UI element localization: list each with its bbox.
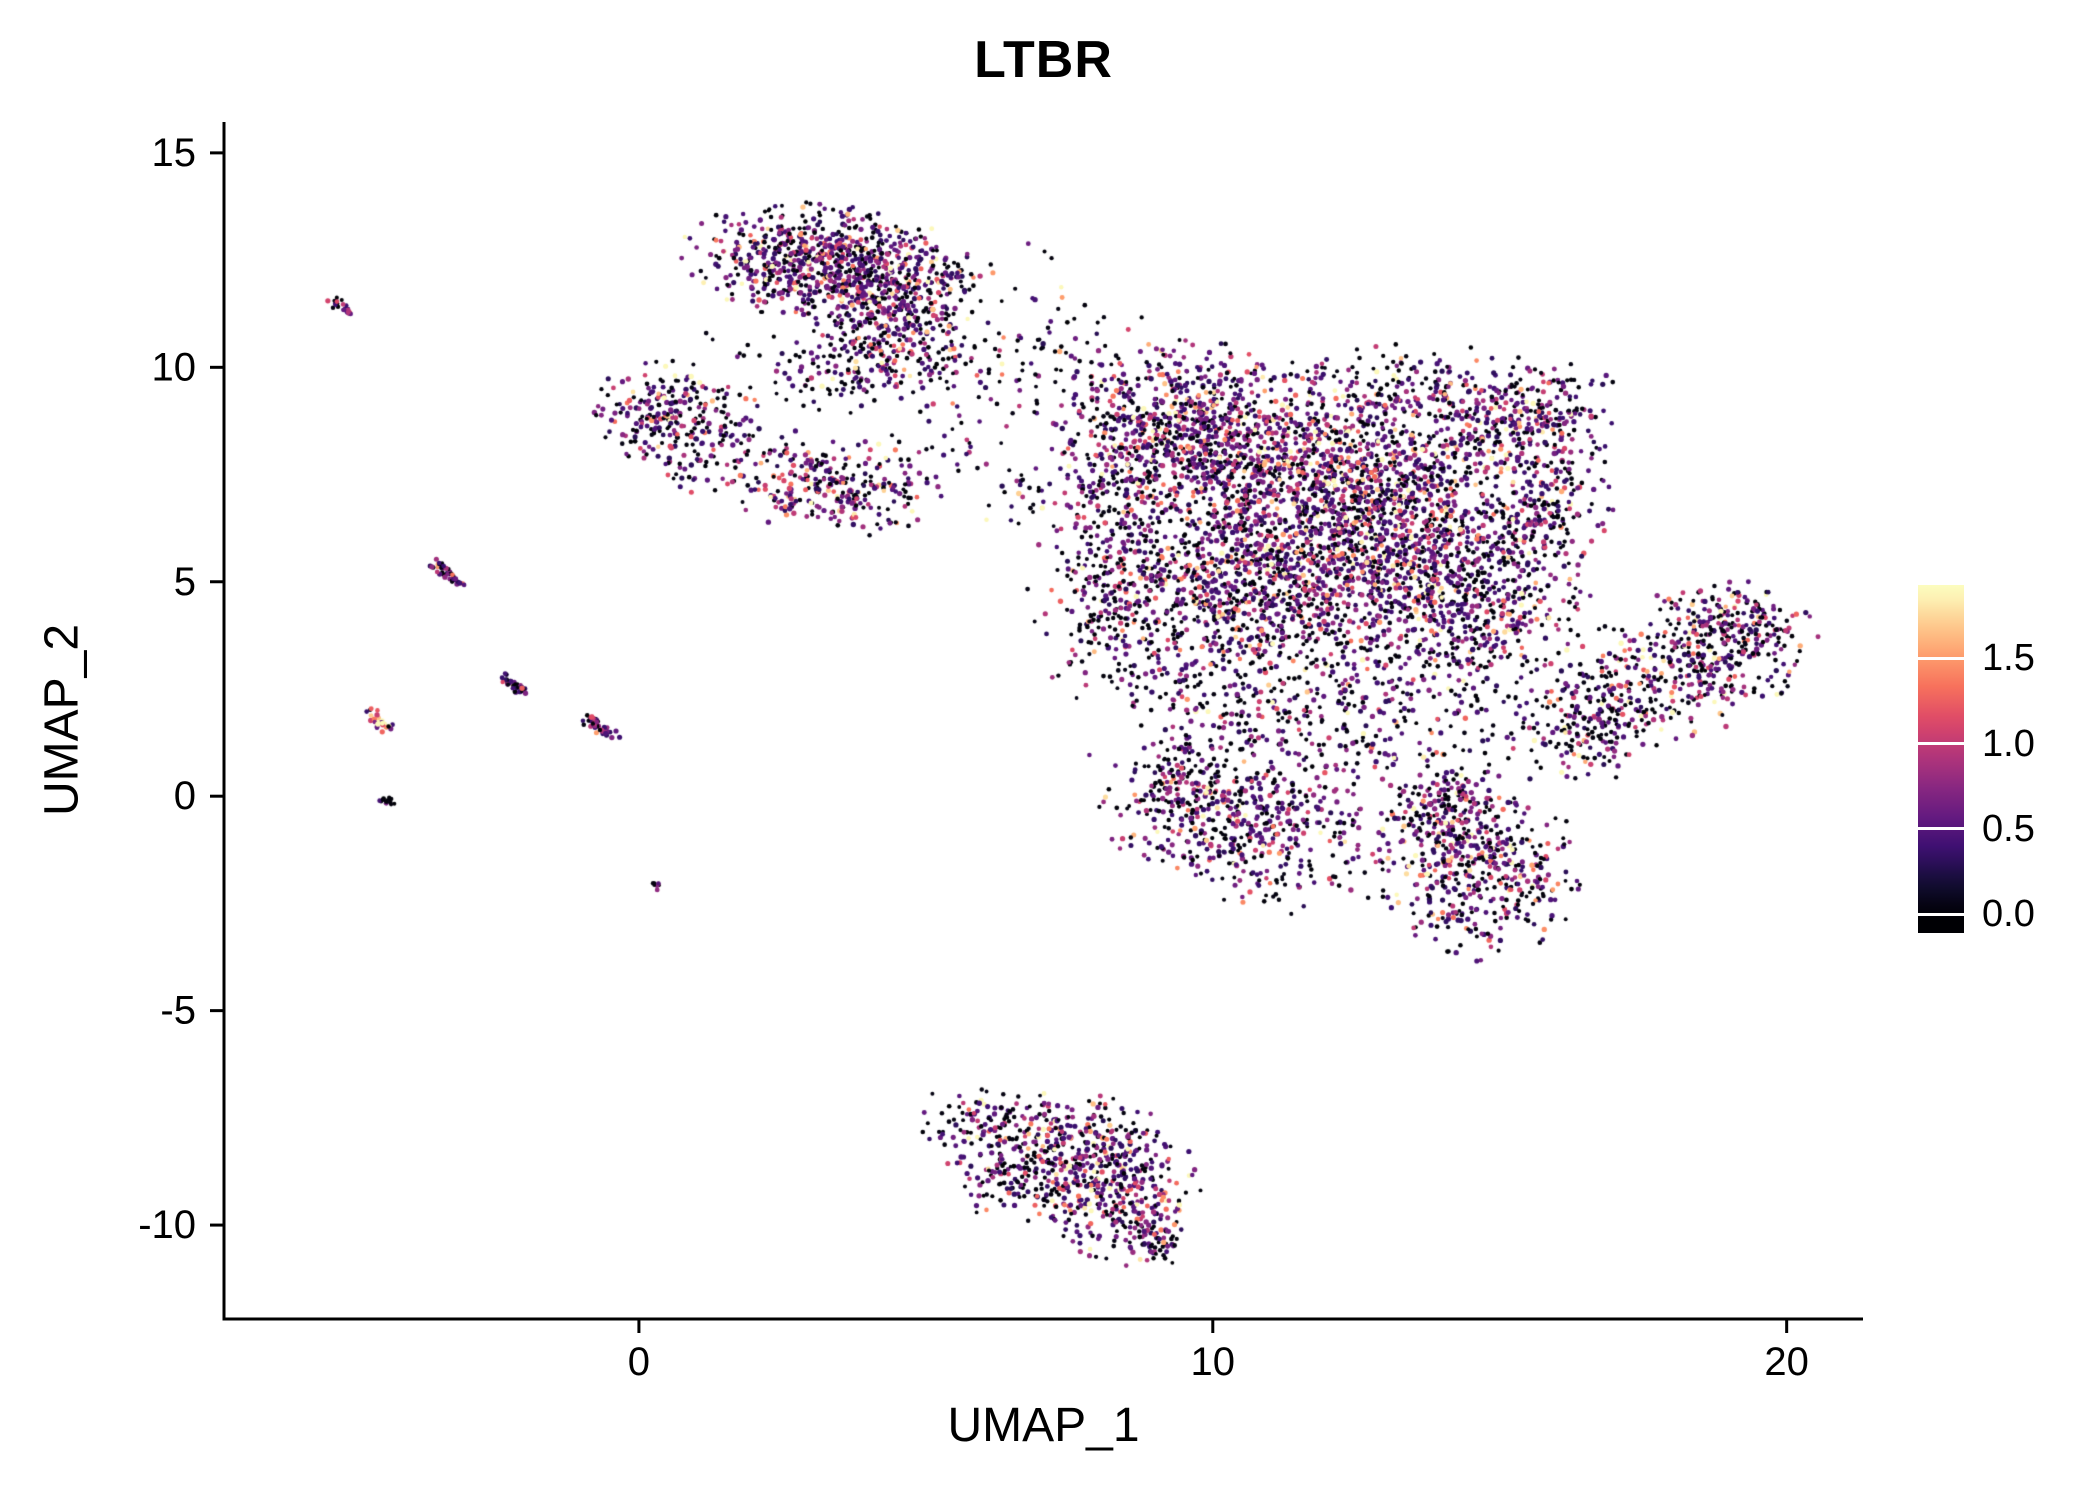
x-axis-label: UMAP_1 xyxy=(947,1399,1140,1452)
colorbar-tick-mark xyxy=(1918,912,1964,916)
colorbar-tick-label: 1.5 xyxy=(1982,637,2035,680)
x-tick-label: 0 xyxy=(628,1340,650,1384)
colorbar-tick-mark xyxy=(1918,827,1964,831)
colorbar-gradient xyxy=(1918,585,1964,933)
y-axis-label: UMAP_2 xyxy=(35,623,89,817)
y-tick-label: 5 xyxy=(174,560,196,604)
y-tick-label: 0 xyxy=(174,774,196,818)
plot-title: LTBR xyxy=(974,31,1113,89)
y-tick-label: 10 xyxy=(152,345,197,389)
y-tick-label: -5 xyxy=(160,989,196,1033)
y-tick-label: -10 xyxy=(138,1203,196,1247)
colorbar-tick-label: 0.5 xyxy=(1982,807,2035,850)
colorbar-tick-label: 1.0 xyxy=(1982,722,2035,765)
x-tick-label: 10 xyxy=(1191,1340,1236,1384)
colorbar-tick-mark xyxy=(1918,656,1964,660)
colorbar-tick-label: 0.0 xyxy=(1982,893,2035,936)
colorbar-tick-mark xyxy=(1918,742,1964,746)
y-tick-label: 15 xyxy=(152,131,197,175)
x-tick-label: 20 xyxy=(1764,1340,1809,1384)
colorbar: 0.0 0.5 1.0 1.5 xyxy=(1918,585,2035,934)
